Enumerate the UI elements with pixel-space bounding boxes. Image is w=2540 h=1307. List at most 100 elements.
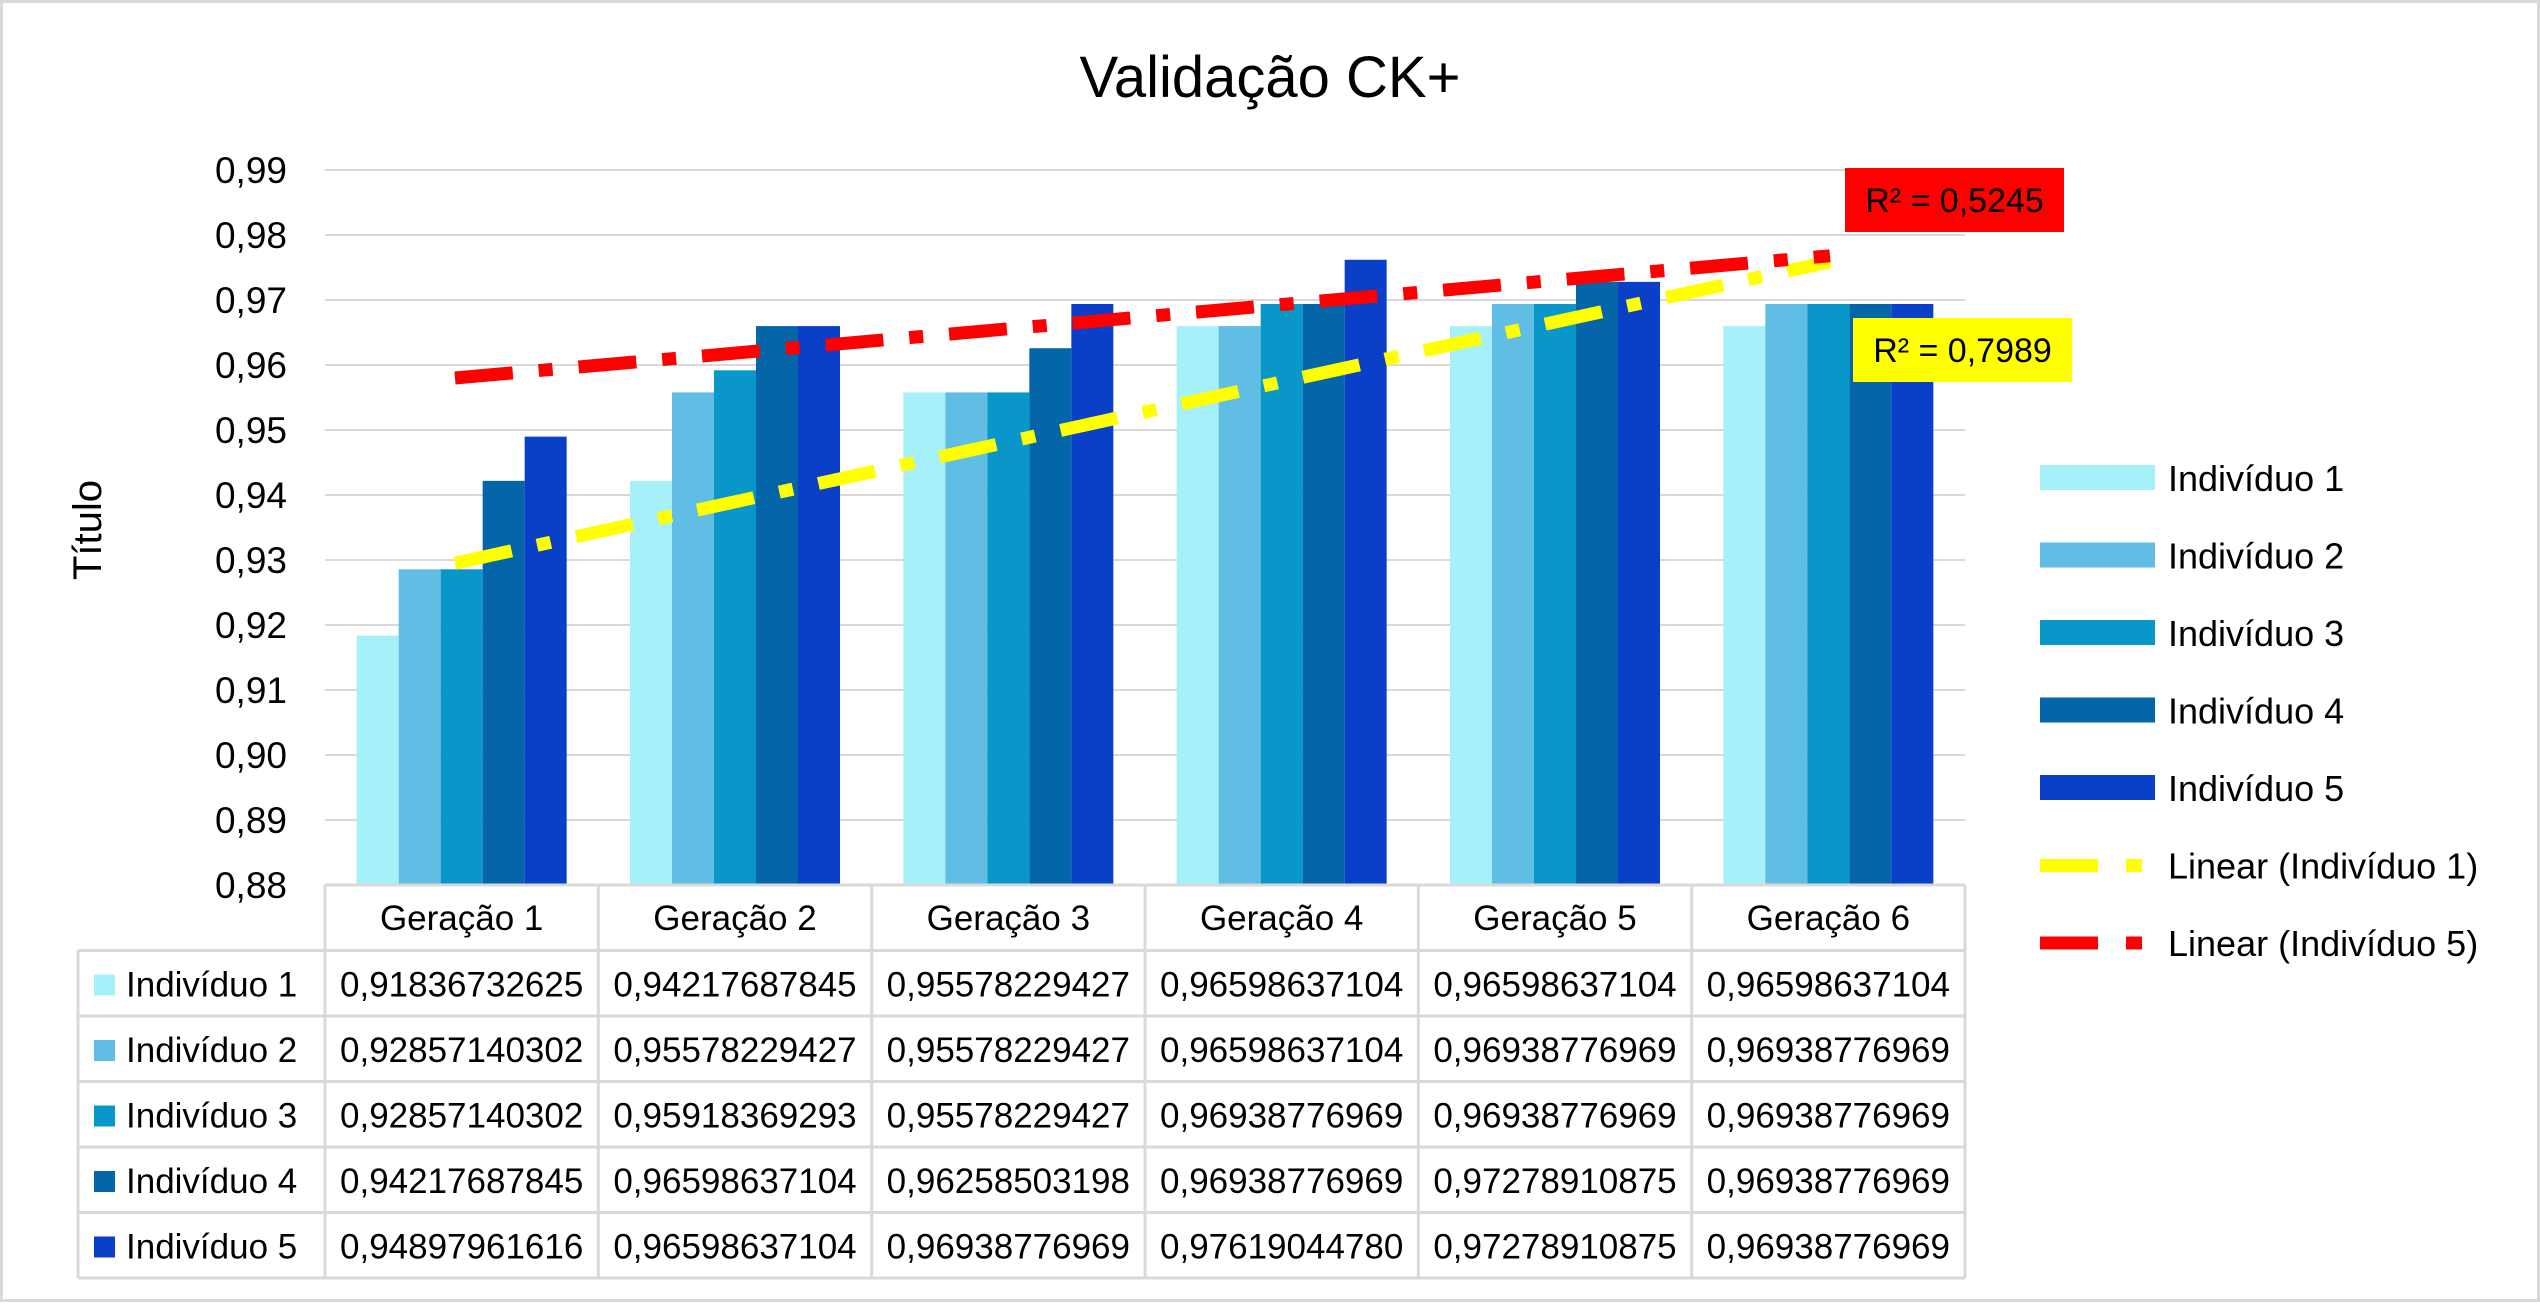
bar (1450, 326, 1492, 885)
table-cell: 0,92857140302 (340, 1031, 583, 1070)
bar (1071, 303, 1114, 885)
y-axis-label: Título (66, 480, 110, 580)
legend-label: Indivíduo 5 (2168, 768, 2344, 809)
legend-label: Linear (Indivíduo 1) (2168, 846, 2478, 887)
category-label: Geração 2 (653, 899, 816, 938)
legend-label: Indivíduo 1 (2168, 458, 2344, 499)
bar (798, 326, 840, 885)
bar (524, 436, 567, 885)
table-series-name: Indivíduo 2 (126, 1031, 297, 1070)
bar (1807, 303, 1850, 885)
bar (987, 392, 1030, 885)
bar (1891, 303, 1934, 885)
table-cell: 0,95578229427 (887, 966, 1130, 1005)
table-cell: 0,96598637104 (1707, 966, 1950, 1005)
bar (1029, 348, 1072, 886)
bar (1176, 326, 1219, 885)
table-legend-key (94, 974, 115, 996)
table-legend-key (94, 1171, 115, 1192)
table-cell: 0,94217687845 (340, 1162, 583, 1201)
y-tick-label: 0,95 (215, 410, 287, 451)
table-cell: 0,96598637104 (613, 1228, 856, 1267)
table-series-name: Indivíduo 1 (126, 966, 297, 1005)
y-tick-label: 0,99 (215, 150, 287, 191)
y-tick-label: 0,97 (215, 280, 287, 321)
legend-label: Indivíduo 2 (2168, 536, 2344, 577)
trendline (453, 255, 1832, 570)
legend-swatch (2040, 542, 2155, 568)
category-label: Geração 4 (1200, 899, 1363, 938)
r2-label: R² = 0,7989 (1873, 332, 2052, 370)
table-cell: 0,96938776969 (1160, 1097, 1403, 1136)
bar (714, 370, 756, 885)
table-cell: 0,91836732625 (340, 966, 583, 1005)
table-cell: 0,95578229427 (613, 1031, 856, 1070)
legend: Indivíduo 1 Indivíduo 2 Indivíduo 3 Indivíd… (2040, 458, 2478, 964)
bar (903, 392, 946, 885)
bar (482, 480, 525, 885)
category-label: Geração 1 (380, 899, 543, 938)
table-cell: 0,96938776969 (1707, 1097, 1950, 1136)
category-label: Geração 3 (927, 899, 1090, 938)
bar (756, 326, 798, 885)
table-cell: 0,97278910875 (1433, 1162, 1676, 1201)
legend-label: Indivíduo 3 (2168, 613, 2344, 654)
r2-labels: R² = 0,7989 R² = 0,5245 (1845, 168, 2072, 382)
table-cell: 0,97278910875 (1433, 1228, 1676, 1267)
table-cell: 0,96258503198 (887, 1162, 1130, 1201)
table-cell: 0,96938776969 (1707, 1031, 1950, 1070)
y-tick-label: 0,89 (215, 800, 287, 841)
y-tick-label: 0,93 (215, 540, 287, 581)
table-cell: 0,94897961616 (340, 1228, 583, 1267)
table-cell: 0,96938776969 (1160, 1162, 1403, 1201)
y-tick-label: 0,94 (215, 475, 287, 516)
table-series-name: Indivíduo 4 (126, 1162, 297, 1201)
table-cell: 0,94217687845 (613, 966, 856, 1005)
y-tick-label: 0,90 (215, 735, 287, 776)
legend-swatch (2040, 620, 2155, 645)
table-cell: 0,97619044780 (1160, 1228, 1403, 1267)
trendline (454, 249, 1831, 385)
bar (672, 392, 714, 885)
bar (1344, 259, 1387, 885)
table-legend-key (94, 1236, 115, 1258)
table-cell: 0,96938776969 (1433, 1097, 1676, 1136)
table-series-name: Indivíduo 3 (126, 1097, 297, 1136)
table-cell: 0,96938776969 (1707, 1162, 1950, 1201)
bar (1849, 303, 1892, 885)
table-cell: 0,95918369293 (613, 1097, 856, 1136)
legend-swatch (2040, 465, 2155, 490)
legend-label: Linear (Indivíduo 5) (2168, 923, 2478, 964)
r2-box (1853, 318, 2072, 382)
r2-box (1845, 168, 2064, 232)
bar (440, 569, 483, 885)
table-cell: 0,96598637104 (1160, 1031, 1403, 1070)
y-tick-labels: 0,99 0,98 0,97 0,96 0,95 0,94 0,93 0,92 0,91 0,90… (215, 150, 287, 906)
table-cell: 0,96598637104 (1433, 966, 1676, 1005)
legend-swatch (2040, 775, 2155, 800)
chart-title: Validação CK+ (1080, 45, 1461, 110)
data-table: Geração 1 Geração 2 Geração 3 Geração 4 Gera… (76, 883, 1967, 1280)
y-tick-label: 0,92 (215, 605, 287, 646)
bar (1260, 303, 1303, 885)
bar (1492, 303, 1534, 885)
bar (1218, 326, 1261, 885)
table-cell: 0,96598637104 (613, 1162, 856, 1201)
trend-layer (453, 249, 1832, 570)
r2-label: R² = 0,5245 (1865, 182, 2044, 220)
table-legend-key (94, 1105, 115, 1127)
category-label: Geração 5 (1473, 899, 1636, 938)
bar (1576, 281, 1618, 885)
table-cell: 0,96938776969 (1433, 1031, 1676, 1070)
bar (1302, 303, 1345, 885)
y-tick-label: 0,88 (215, 865, 287, 906)
y-tick-label: 0,96 (215, 345, 287, 386)
table-series-name: Indivíduo 5 (126, 1228, 297, 1267)
y-tick-label: 0,91 (215, 670, 287, 711)
y-tick-label: 0,98 (215, 215, 287, 256)
bar (1765, 303, 1808, 885)
legend-label: Indivíduo 4 (2168, 691, 2344, 732)
table-cell: 0,95578229427 (887, 1031, 1130, 1070)
